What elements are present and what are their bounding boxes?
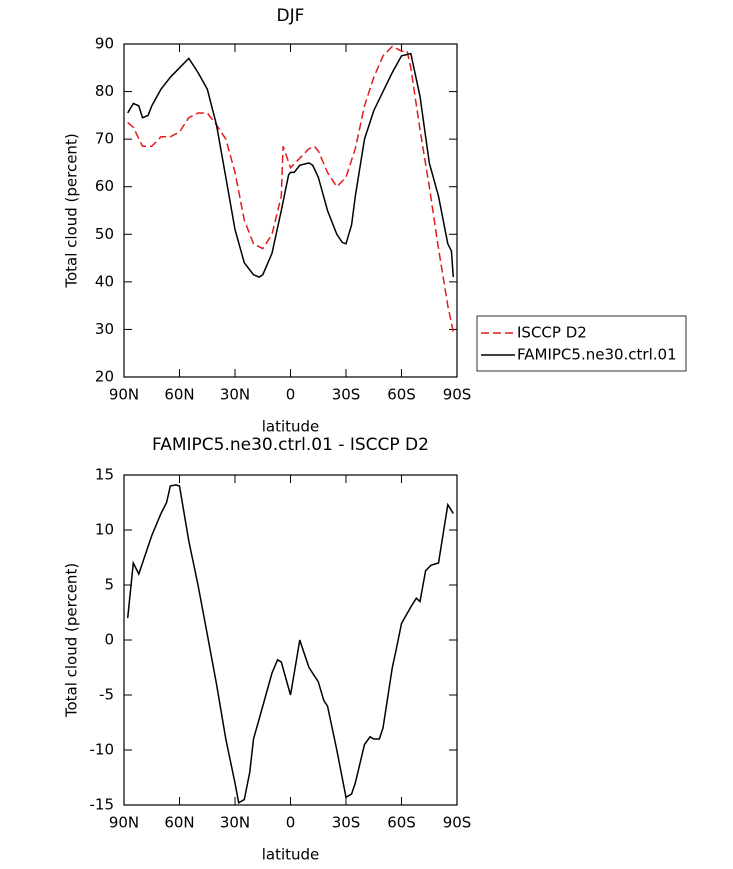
y-tick-label: 30 — [95, 320, 114, 338]
x-tick-label: 90S — [443, 814, 472, 832]
x-tick-label: 90N — [109, 814, 139, 832]
y-axis-label: Total cloud (percent) — [63, 133, 81, 288]
x-tick-label: 60S — [387, 814, 416, 832]
legend-label: ISCCP D2 — [517, 324, 587, 342]
chart-title: FAMIPC5.ne30.ctrl.01 - ISCCP D2 — [152, 435, 429, 455]
y-axis-label: Total cloud (percent) — [63, 563, 81, 718]
x-tick-label: 0 — [286, 386, 296, 404]
plot-frame — [123, 43, 458, 378]
chart-title: DJF — [277, 6, 305, 26]
plot-frame — [123, 474, 458, 806]
x-tick-label: 30S — [332, 386, 361, 404]
y-tick-label: -15 — [90, 796, 115, 814]
y-tick-label: 10 — [95, 521, 114, 539]
x-tick-label: 0 — [286, 814, 296, 832]
x-tick-label: 30N — [220, 814, 250, 832]
x-tick-label: 30S — [332, 814, 361, 832]
legend-box — [476, 315, 687, 372]
y-tick-label: -5 — [99, 686, 114, 704]
data-line — [127, 52, 455, 278]
x-tick-label: 60N — [164, 386, 194, 404]
legend-label: FAMIPC5.ne30.ctrl.01 — [517, 346, 677, 364]
y-tick-label: -10 — [90, 741, 115, 759]
data-line — [127, 45, 455, 332]
x-axis-label: latitude — [262, 418, 320, 436]
data-line — [126, 484, 454, 804]
x-tick-label: 60S — [387, 386, 416, 404]
y-tick-label: 90 — [95, 35, 114, 53]
y-tick-label: 40 — [95, 272, 114, 290]
x-tick-label: 60N — [164, 814, 194, 832]
y-tick-label: 80 — [95, 82, 114, 100]
y-tick-label: 70 — [95, 130, 114, 148]
x-tick-label: 90S — [443, 386, 472, 404]
x-tick-label: 30N — [220, 386, 250, 404]
x-axis-label: latitude — [262, 846, 320, 864]
y-tick-label: 15 — [95, 466, 114, 484]
y-tick-label: 50 — [95, 225, 114, 243]
y-tick-label: 20 — [95, 368, 114, 386]
x-tick-label: 90N — [109, 386, 139, 404]
y-tick-label: 60 — [95, 177, 114, 195]
y-tick-label: 5 — [104, 576, 114, 594]
y-tick-label: 0 — [104, 631, 114, 649]
